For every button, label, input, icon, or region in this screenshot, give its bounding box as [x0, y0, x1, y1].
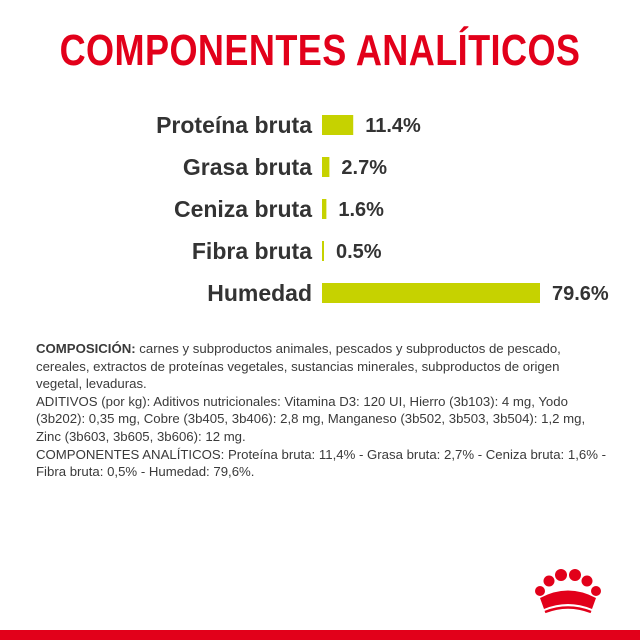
analytical-text: COMPONENTES ANALÍTICOS: Proteína bruta: …	[36, 446, 606, 480]
bottom-brand-stripe	[0, 630, 640, 640]
composition-block: COMPOSICIÓN: carnes y subproductos anima…	[36, 340, 606, 481]
bar	[322, 199, 327, 219]
bar	[322, 115, 354, 135]
bar	[322, 241, 324, 261]
bar-category-label: Ceniza bruta	[174, 196, 312, 222]
composition-heading: COMPOSICIÓN:	[36, 341, 136, 356]
bar-category-label: Grasa bruta	[183, 154, 312, 180]
bar-value-label: 79.6%	[552, 283, 609, 305]
bar	[322, 283, 540, 303]
bar-value-label: 1.6%	[338, 199, 384, 221]
composition-text: COMPOSICIÓN: carnes y subproductos anima…	[36, 340, 606, 393]
composition-body: carnes y subproductos animales, pescados…	[36, 341, 561, 392]
bar-value-label: 11.4%	[365, 115, 421, 137]
bar-category-label: Humedad	[207, 280, 312, 306]
bar	[322, 157, 330, 177]
analytical-bar-chart: Proteína bruta 11.4% Grasa bruta 2.7% Ceniza…	[156, 112, 609, 306]
bar-value-label: 0.5%	[336, 241, 382, 263]
royal-crown-icon	[535, 569, 601, 614]
bar-category-label: Fibra bruta	[192, 238, 312, 264]
bar-category-label: Proteína bruta	[156, 112, 312, 138]
bar-value-label: 2.7%	[341, 157, 387, 179]
page-title: COMPONENTES ANALÍTICOS	[59, 26, 581, 75]
additives-text: ADITIVOS (por kg): Aditivos nutricionale…	[36, 393, 586, 444]
